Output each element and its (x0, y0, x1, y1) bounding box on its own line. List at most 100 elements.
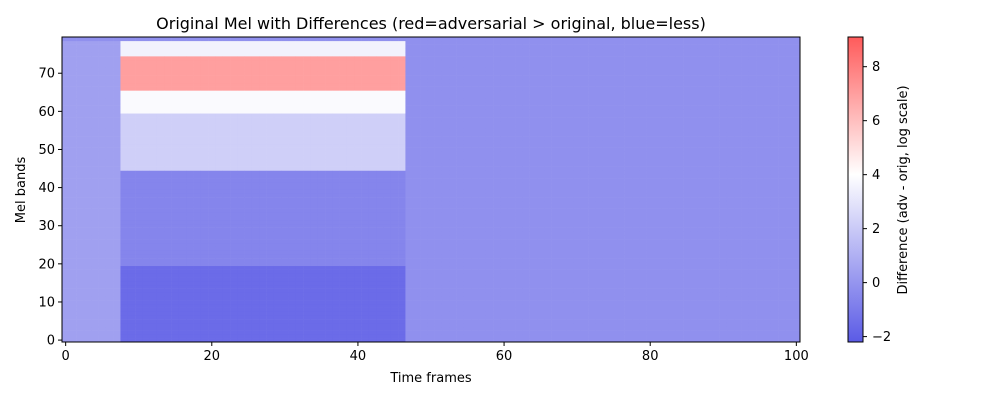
heatmap-cell (98, 303, 107, 308)
heatmap-cell (332, 86, 340, 91)
heatmap-cell (244, 319, 253, 324)
heatmap-cell (76, 235, 85, 240)
heatmap-cell (325, 170, 333, 175)
heatmap-cell (273, 315, 282, 320)
heatmap-cell (230, 86, 238, 91)
heatmap-cell (259, 227, 267, 232)
heatmap-cell (390, 159, 399, 164)
heatmap-cell (215, 40, 224, 45)
heatmap-cell (281, 105, 289, 110)
heatmap-cell (281, 120, 289, 125)
heatmap-cell (493, 322, 501, 328)
heatmap-cell (127, 231, 136, 236)
heatmap-cell (178, 162, 187, 167)
heatmap-cell (427, 105, 435, 110)
heatmap-cell (493, 75, 501, 80)
heatmap-cell (346, 220, 355, 225)
heatmap-cell (398, 197, 406, 202)
heatmap-cell (354, 109, 362, 114)
heatmap-cell (361, 227, 370, 232)
heatmap-cell (120, 67, 129, 72)
heatmap-cell (164, 258, 172, 263)
heatmap-cell (390, 37, 399, 42)
heatmap-cell (222, 101, 231, 106)
heatmap-cell (98, 56, 107, 61)
heatmap-cell (105, 307, 114, 312)
heatmap-cell (215, 246, 224, 251)
heatmap-cell (317, 242, 326, 247)
heatmap-cell (230, 300, 238, 305)
heatmap-cell (376, 292, 384, 297)
heatmap-cell (368, 277, 377, 282)
heatmap-cell (98, 136, 107, 141)
heatmap-cell (178, 37, 187, 42)
heatmap-cell (208, 56, 216, 61)
heatmap-cell (91, 101, 99, 106)
heatmap-cell (193, 155, 202, 160)
heatmap-cell (222, 311, 231, 316)
heatmap-cell (441, 117, 450, 122)
heatmap-cell (412, 296, 421, 301)
heatmap-cell (186, 261, 194, 267)
heatmap-cell (164, 273, 172, 278)
heatmap-cell (500, 151, 509, 156)
heatmap-cell (485, 105, 494, 110)
heatmap-cell (222, 86, 231, 91)
heatmap-cell (98, 231, 107, 236)
heatmap-cell (120, 174, 129, 179)
heatmap-cell (463, 319, 472, 324)
heatmap-cell (317, 303, 326, 308)
heatmap-cell (485, 136, 494, 141)
heatmap-cell (449, 159, 457, 164)
heatmap-cell (273, 98, 282, 103)
heatmap-cell (339, 52, 348, 57)
heatmap-cell (325, 52, 333, 57)
heatmap-cell (456, 40, 465, 45)
heatmap-cell (98, 151, 107, 156)
heatmap-cell (325, 277, 333, 282)
heatmap-cell (456, 105, 465, 110)
heatmap-cell (295, 151, 304, 156)
heatmap-cell (288, 200, 297, 206)
heatmap-cell (303, 246, 311, 251)
heatmap-cell (303, 94, 311, 99)
heatmap-cell (91, 292, 99, 297)
heatmap-cell (507, 56, 516, 61)
heatmap-cell (478, 288, 487, 293)
heatmap-cell (281, 273, 289, 278)
heatmap-cell (420, 90, 428, 95)
heatmap-cell (200, 105, 209, 110)
heatmap-cell (441, 178, 450, 183)
heatmap-cell (76, 208, 85, 213)
heatmap-cell (193, 63, 202, 68)
heatmap-cell (237, 277, 245, 282)
heatmap-cell (113, 162, 121, 167)
heatmap-cell (127, 44, 136, 49)
heatmap-cell (222, 120, 231, 125)
heatmap-cell (222, 166, 231, 171)
heatmap-cell (186, 307, 194, 312)
heatmap-cell (463, 197, 472, 202)
heatmap-cell (281, 200, 289, 206)
heatmap-cell (485, 155, 494, 160)
heatmap-cell (383, 132, 392, 137)
heatmap-cell (251, 326, 260, 331)
heatmap-cell (412, 269, 421, 274)
heatmap-cell (332, 223, 340, 228)
heatmap-cell (303, 227, 311, 232)
heatmap-cell (62, 174, 70, 179)
heatmap-cell (178, 159, 187, 164)
heatmap-cell (463, 288, 472, 293)
heatmap-cell (251, 155, 260, 160)
heatmap-cell (383, 170, 392, 175)
heatmap-cell (193, 98, 202, 103)
heatmap-cell (456, 281, 465, 286)
heatmap-cell (266, 75, 275, 80)
heatmap-cell (200, 113, 209, 118)
heatmap-cell (398, 200, 406, 206)
heatmap-cell (215, 292, 224, 297)
heatmap-cell (354, 223, 362, 228)
heatmap-cell (69, 239, 77, 244)
heatmap-cell (361, 242, 370, 247)
heatmap-cell (164, 223, 172, 228)
